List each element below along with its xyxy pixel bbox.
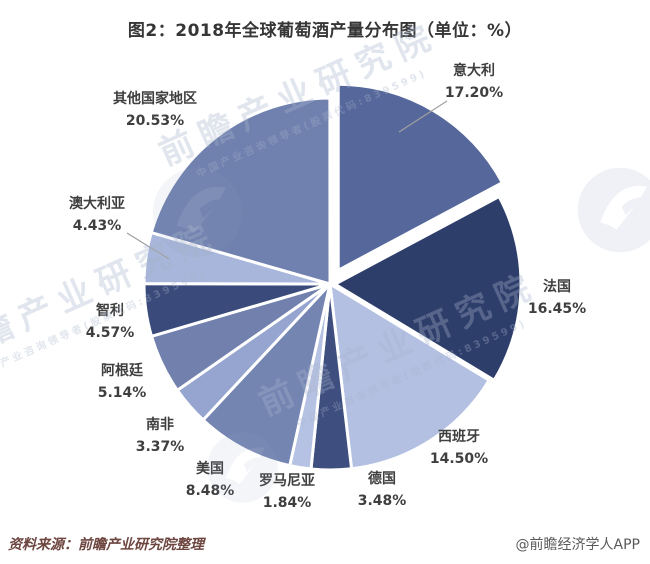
slice-label-value: 4.43% — [72, 218, 122, 234]
slice-label-name: 西班牙 — [438, 429, 480, 445]
slice-label-value: 1.84% — [262, 495, 312, 511]
slice-label-value: 14.50% — [429, 451, 489, 467]
source-note: 资料来源：前瞻产业研究院整理 — [8, 537, 204, 553]
slice-label-4: 罗马尼亚 1.84% — [259, 470, 315, 514]
slice-label-8: 智利 4.57% — [86, 300, 135, 344]
credit-note: @前瞻经济学人APP — [515, 537, 640, 553]
slice-label-value: 3.37% — [135, 439, 185, 455]
slice-label-name: 阿根廷 — [100, 363, 143, 379]
slice-label-value: 8.48% — [185, 483, 235, 499]
slice-label-value: 16.45% — [527, 301, 587, 317]
slice-label-name: 意大利 — [453, 63, 495, 79]
slice-label-5: 美国 8.48% — [186, 458, 235, 502]
slice-label-7: 阿根廷 5.14% — [98, 360, 147, 404]
slice-label-3: 德国 3.48% — [358, 468, 407, 512]
slice-label-name: 其他国家地区 — [113, 91, 197, 107]
slice-label-2: 西班牙 14.50% — [430, 426, 488, 470]
slice-label-value: 20.53% — [125, 113, 185, 129]
slice-label-10: 其他国家地区 20.53% — [113, 88, 197, 132]
leader-line — [398, 100, 448, 133]
slice-label-name: 法国 — [543, 279, 571, 295]
slice-label-9: 澳大利亚 4.43% — [69, 193, 125, 237]
slice-label-name: 美国 — [195, 461, 224, 477]
slice-label-name: 德国 — [367, 471, 396, 487]
slice-label-value: 4.57% — [85, 325, 135, 341]
pie-slice-0 — [336, 82, 504, 272]
slice-label-6: 南非 3.37% — [136, 414, 185, 458]
slice-label-name: 智利 — [95, 303, 124, 319]
slice-label-1: 法国 16.45% — [528, 276, 586, 320]
slice-label-value: 17.20% — [444, 85, 504, 101]
slice-label-value: 3.48% — [357, 493, 407, 509]
chart-title: 图2：2018年全球葡萄酒产量分布图（单位：%） — [127, 21, 523, 41]
slice-label-name: 南非 — [145, 417, 174, 433]
slice-label-name: 罗马尼亚 — [259, 473, 315, 489]
pie-slice-1 — [333, 195, 523, 382]
slice-label-0: 意大利 17.20% — [445, 60, 503, 104]
slice-label-name: 澳大利亚 — [69, 196, 125, 212]
slice-label-value: 5.14% — [97, 385, 147, 401]
pie-slice-2 — [328, 282, 491, 471]
